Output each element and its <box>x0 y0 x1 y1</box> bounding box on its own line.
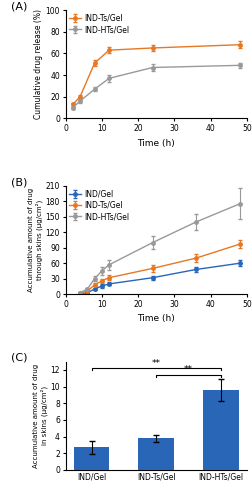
Y-axis label: Accumulative amount of drug
in skins (μg/cm²): Accumulative amount of drug in skins (μg… <box>33 364 48 468</box>
X-axis label: Time (h): Time (h) <box>137 314 175 324</box>
Text: **: ** <box>152 359 161 368</box>
Text: (C): (C) <box>11 353 27 363</box>
Legend: IND-Ts/Gel, IND-HTs/Gel: IND-Ts/Gel, IND-HTs/Gel <box>69 14 129 34</box>
Bar <box>74 448 109 470</box>
Y-axis label: Cumulative drug release (%): Cumulative drug release (%) <box>34 9 43 119</box>
Legend: IND/Gel, IND-Ts/Gel, IND-HTs/Gel: IND/Gel, IND-Ts/Gel, IND-HTs/Gel <box>69 190 129 221</box>
Bar <box>138 438 174 470</box>
Y-axis label: Accumulative amount of drug
through skins (μg/cm²): Accumulative amount of drug through skin… <box>28 188 43 292</box>
Text: (B): (B) <box>11 177 27 187</box>
Text: (A): (A) <box>11 2 27 12</box>
Bar <box>203 390 239 470</box>
Text: **: ** <box>184 366 193 374</box>
X-axis label: Time (h): Time (h) <box>137 138 175 147</box>
